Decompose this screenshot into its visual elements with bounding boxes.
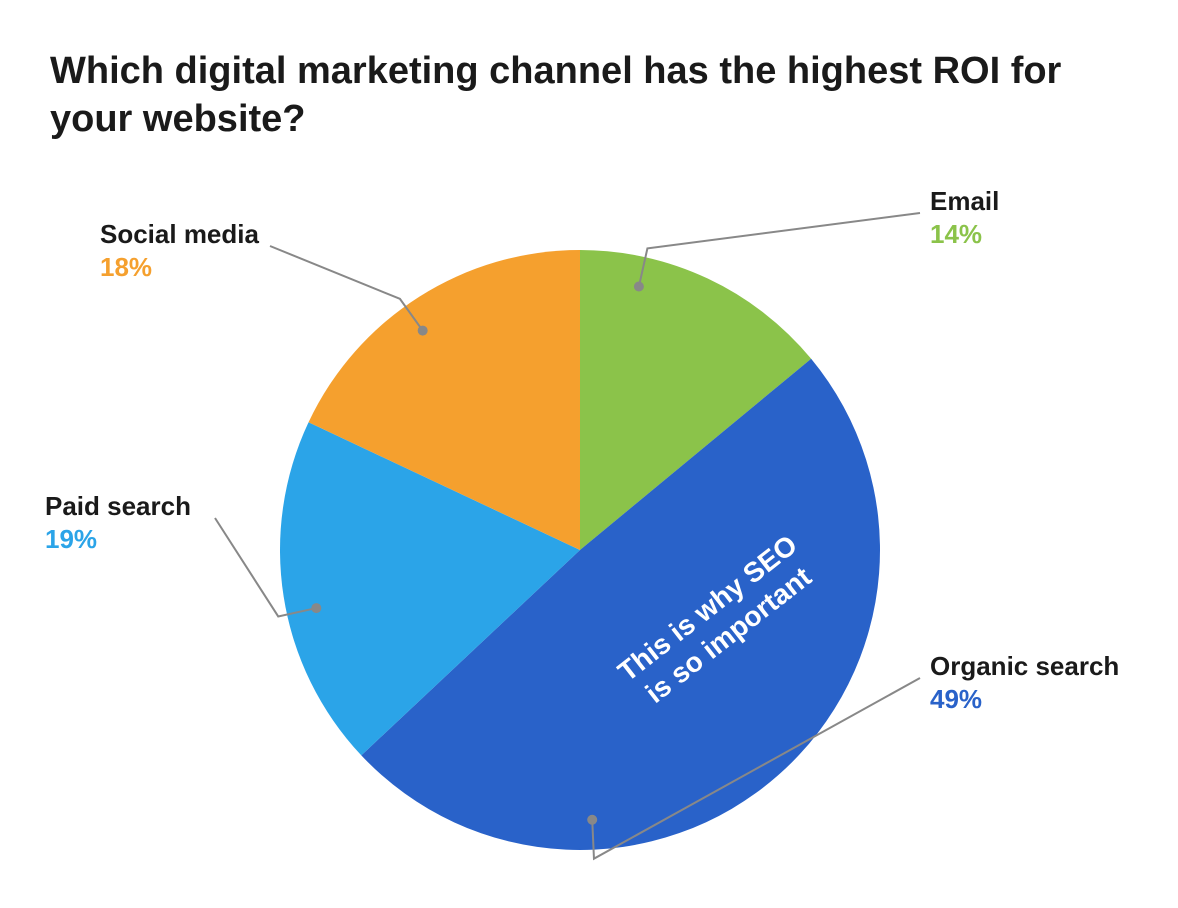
chart-title: Which digital marketing channel has the … — [50, 48, 1110, 143]
callout-value: 49% — [930, 683, 1119, 716]
callout-value: 18% — [100, 251, 259, 284]
callout-value: 14% — [930, 218, 999, 251]
callout: Organic search49% — [930, 650, 1119, 715]
callout-value: 19% — [45, 523, 191, 556]
callout: Paid search19% — [45, 490, 191, 555]
callout: Social media18% — [100, 218, 259, 283]
pie-chart: This is why SEO is so important Email14%… — [0, 200, 1178, 908]
callout: Email14% — [930, 185, 999, 250]
callout-label: Organic search — [930, 650, 1119, 683]
callout-label: Email — [930, 185, 999, 218]
callout-label: Paid search — [45, 490, 191, 523]
callout-label: Social media — [100, 218, 259, 251]
